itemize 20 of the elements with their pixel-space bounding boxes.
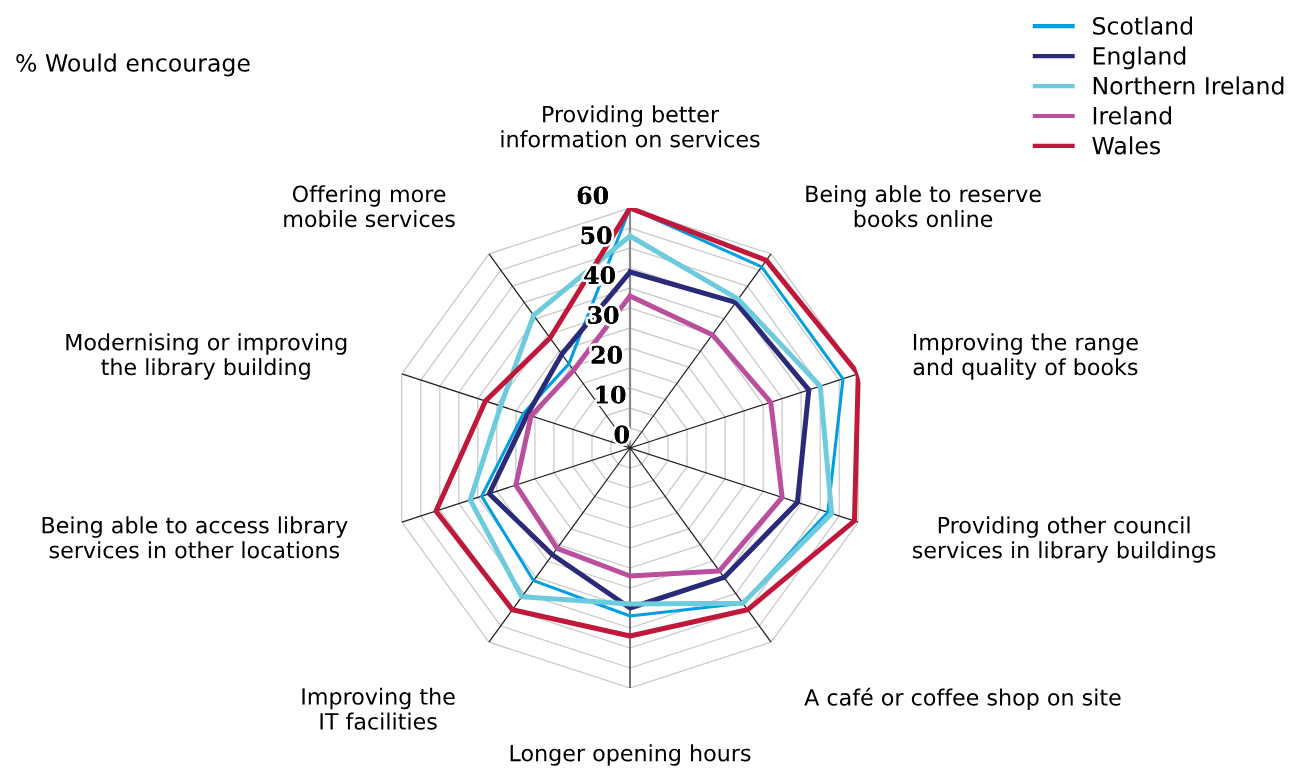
spoke-label: Longer opening hours xyxy=(510,744,751,766)
spoke-label: Modernising or improving the library building xyxy=(66,333,347,380)
text: % Would encourage xyxy=(16,53,250,77)
legend-label: Wales xyxy=(1092,136,1161,155)
y-tick-label: 20 xyxy=(591,345,622,364)
spoke-label: Providing other council services in library buildings xyxy=(912,516,1216,563)
spoke-label: Offering more mobile services xyxy=(284,185,455,228)
spoke-label: Improving the IT facilities xyxy=(302,687,455,730)
y-tick-label: 60 xyxy=(577,186,608,205)
spoke-label: Improving the range and quality of books xyxy=(913,333,1138,380)
legend-label: Ireland xyxy=(1093,106,1171,125)
spoke-label: Being able to reserve books online xyxy=(806,185,1041,228)
legend-label: England xyxy=(1093,46,1186,70)
spoke-label: Providing better information on services xyxy=(501,105,760,148)
y-tick-label: 10 xyxy=(596,385,626,404)
legend-label: Scotland xyxy=(1093,16,1192,35)
y-tick-label: 50 xyxy=(581,226,612,245)
spoke-label: Being able to access library services in other locations xyxy=(42,516,348,559)
spoke-label: A café or coffee shop on site xyxy=(804,687,1121,711)
legend-label: Northern Ireland xyxy=(1093,76,1284,95)
